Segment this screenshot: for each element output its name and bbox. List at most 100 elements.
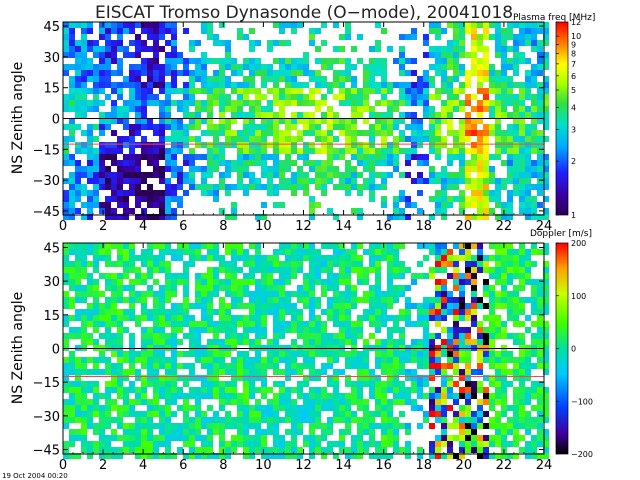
heatmap-cell: [135, 399, 141, 405]
heatmap-cell: [231, 321, 237, 327]
heatmap-cell: [189, 423, 195, 429]
heatmap-cell: [333, 58, 339, 64]
heatmap-cell: [339, 118, 345, 124]
heatmap-cell: [501, 297, 507, 303]
heatmap-cell: [249, 303, 255, 309]
heatmap-cell: [255, 142, 261, 148]
heatmap-cell: [483, 441, 489, 447]
heatmap-cell: [525, 160, 531, 166]
heatmap-cell: [261, 124, 267, 130]
heatmap-cell: [231, 375, 237, 381]
heatmap-cell: [147, 118, 153, 124]
heatmap-cell: [525, 351, 531, 357]
heatmap-cell: [99, 88, 105, 94]
heatmap-cell: [315, 321, 321, 327]
heatmap-cell: [291, 351, 297, 357]
heatmap-cell: [117, 357, 123, 363]
heatmap-cell: [159, 22, 165, 28]
heatmap-cell: [339, 243, 345, 249]
heatmap-cell: [93, 285, 99, 291]
heatmap-cell: [507, 333, 513, 339]
heatmap-cell: [375, 243, 381, 249]
heatmap-cell: [531, 112, 537, 118]
heatmap-cell: [351, 94, 357, 100]
heatmap-cell: [531, 148, 537, 154]
heatmap-cell: [291, 148, 297, 154]
heatmap-cell: [261, 267, 267, 273]
heatmap-cell: [219, 112, 225, 118]
heatmap-cell: [459, 208, 465, 214]
heatmap-cell: [261, 291, 267, 297]
heatmap-cell: [75, 285, 81, 291]
heatmap-cell: [183, 172, 189, 178]
heatmap-cell: [225, 327, 231, 333]
heatmap-cell: [333, 112, 339, 118]
heatmap-cell: [219, 267, 225, 273]
heatmap-cell: [321, 190, 327, 196]
heatmap-cell: [117, 46, 123, 52]
heatmap-cell: [153, 28, 159, 34]
heatmap-cell: [375, 315, 381, 321]
heatmap-cell: [255, 315, 261, 321]
heatmap-cell: [261, 327, 267, 333]
heatmap-cell: [387, 351, 393, 357]
heatmap-cell: [195, 112, 201, 118]
heatmap-cell: [507, 172, 513, 178]
heatmap-cell: [345, 34, 351, 40]
heatmap-cell: [213, 249, 219, 255]
heatmap-cell: [441, 315, 447, 321]
heatmap-cell: [291, 417, 297, 423]
heatmap-cell: [117, 243, 123, 249]
heatmap-cell: [75, 381, 81, 387]
heatmap-cell: [207, 148, 213, 154]
heatmap-cell: [189, 166, 195, 172]
heatmap-cell: [279, 148, 285, 154]
heatmap-cell: [435, 148, 441, 154]
heatmap-cell: [279, 112, 285, 118]
heatmap-cell: [153, 261, 159, 267]
heatmap-cell: [219, 351, 225, 357]
heatmap-cell: [93, 357, 99, 363]
heatmap-cell: [117, 142, 123, 148]
heatmap-cell: [417, 405, 423, 411]
heatmap-cell: [159, 46, 165, 52]
heatmap-cell: [189, 249, 195, 255]
heatmap-cell: [159, 441, 165, 447]
heatmap-cell: [411, 154, 417, 160]
heatmap-cell: [213, 160, 219, 166]
heatmap-cell: [477, 112, 483, 118]
heatmap-cell: [543, 118, 549, 124]
heatmap-cell: [165, 166, 171, 172]
heatmap-cell: [453, 363, 459, 369]
heatmap-cell: [417, 190, 423, 196]
heatmap-cell: [189, 136, 195, 142]
heatmap-cell: [243, 58, 249, 64]
heatmap-cell: [507, 112, 513, 118]
heatmap-cell: [147, 285, 153, 291]
heatmap-cell: [537, 190, 543, 196]
heatmap-cell: [321, 429, 327, 435]
heatmap-cell: [321, 399, 327, 405]
heatmap-cell: [507, 34, 513, 40]
heatmap-cell: [75, 190, 81, 196]
heatmap-cell: [105, 255, 111, 261]
heatmap-cell: [183, 82, 189, 88]
heatmap-cell: [261, 315, 267, 321]
heatmap-cell: [111, 375, 117, 381]
heatmap-cell: [357, 34, 363, 40]
heatmap-cell: [315, 82, 321, 88]
heatmap-cell: [345, 22, 351, 28]
heatmap-cell: [501, 34, 507, 40]
heatmap-cell: [321, 22, 327, 28]
heatmap-cell: [141, 190, 147, 196]
heatmap-cell: [513, 112, 519, 118]
heatmap-cell: [69, 453, 75, 459]
heatmap-cell: [219, 40, 225, 46]
heatmap-cell: [105, 387, 111, 393]
heatmap-cell: [387, 369, 393, 375]
heatmap-cell: [531, 64, 537, 70]
heatmap-cell: [303, 363, 309, 369]
heatmap-cell: [333, 387, 339, 393]
